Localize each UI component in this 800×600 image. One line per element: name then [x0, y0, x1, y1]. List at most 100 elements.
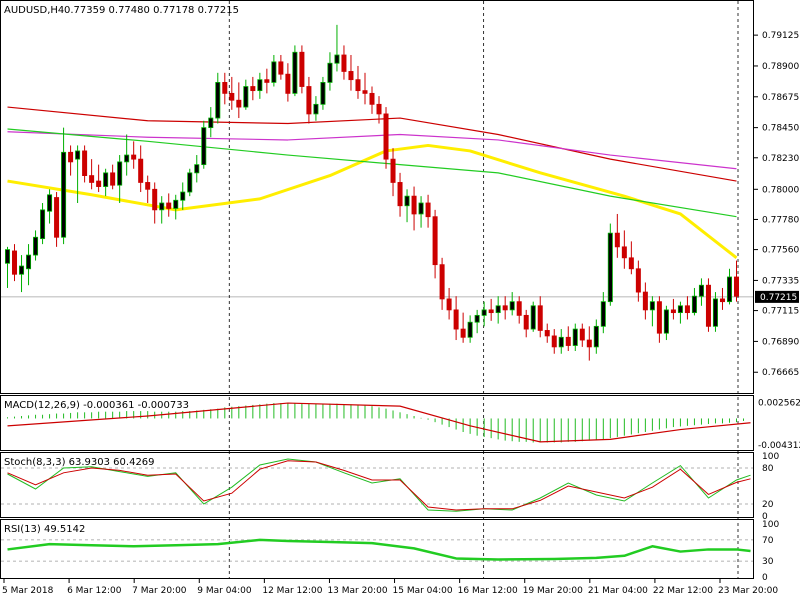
- price-tick-label: 0.77560: [762, 246, 799, 256]
- bull-candle: [663, 309, 669, 334]
- ma-red-line: [7, 106, 737, 182]
- bear-candle: [278, 61, 284, 75]
- moving-averages: [7, 106, 738, 259]
- bull-candle: [187, 172, 193, 193]
- bear-candle: [236, 99, 242, 108]
- time-tick-label: 7 Mar 20:00: [132, 586, 187, 596]
- bear-candle: [432, 216, 438, 266]
- bull-candle: [257, 79, 263, 92]
- bull-candle: [26, 254, 32, 270]
- bear-candle: [488, 309, 494, 314]
- bear-candle: [719, 298, 725, 303]
- bear-candle: [110, 172, 116, 186]
- bear-candle: [523, 314, 529, 330]
- stoch-d-line: [7, 460, 751, 511]
- bull-candle: [47, 194, 53, 212]
- bull-candle: [19, 265, 25, 275]
- bull-candle: [201, 127, 207, 166]
- price-tick-label: 0.77780: [762, 215, 799, 225]
- macd-panel-frame: [0, 395, 754, 451]
- bull-candle: [467, 321, 473, 338]
- bear-candle: [628, 257, 634, 270]
- bull-candle: [572, 328, 578, 346]
- bull-candle: [481, 309, 487, 316]
- current-price-box: [755, 290, 799, 303]
- bear-candle: [89, 175, 95, 183]
- bull-candle: [117, 161, 123, 186]
- bear-candle: [264, 79, 270, 83]
- bull-candle: [327, 62, 333, 83]
- bear-candle: [733, 276, 739, 297]
- bear-candle: [355, 79, 361, 92]
- bear-candle: [397, 182, 403, 207]
- bear-candle: [516, 301, 522, 316]
- bull-candle: [418, 202, 424, 215]
- stoch-k-line: [7, 458, 751, 512]
- bull-candle: [194, 164, 200, 174]
- bull-candle: [33, 236, 39, 256]
- stoch-tick-label: 80: [762, 464, 774, 474]
- rsi-tick-label: 70: [762, 536, 774, 546]
- bull-candle: [530, 305, 536, 330]
- bull-candle: [509, 301, 515, 311]
- time-tick-label: 21 Mar 04:00: [588, 586, 648, 596]
- bear-candle: [621, 246, 627, 259]
- bear-candle: [383, 113, 389, 160]
- price-tick-label: 0.78000: [762, 185, 799, 195]
- bear-candle: [341, 54, 347, 72]
- bull-candle: [474, 314, 480, 323]
- bear-candle: [586, 339, 592, 348]
- bull-candle: [173, 199, 179, 209]
- time-tick-label: 15 Mar 04:00: [393, 586, 453, 596]
- rsi-label: RSI(13) 49.5142: [4, 524, 85, 535]
- bull-candle: [75, 150, 81, 160]
- bear-candle: [544, 330, 550, 337]
- bear-candle: [551, 335, 557, 348]
- bear-candle: [656, 301, 662, 334]
- bear-candle: [565, 336, 571, 346]
- bear-candle: [425, 202, 431, 218]
- price-tick-label: 0.77335: [762, 276, 799, 286]
- time-tick-label: 22 Mar 12:00: [653, 586, 713, 596]
- bear-candle: [642, 291, 648, 311]
- stoch-label: Stoch(8,3,3) 63.9303 60.4269: [4, 457, 155, 468]
- bear-candle: [166, 202, 172, 209]
- bear-candle: [12, 250, 18, 275]
- ohlc-header: 0.77359 0.77480 0.77178 0.77215: [64, 5, 239, 16]
- bear-candle: [306, 86, 312, 115]
- bear-candle: [229, 92, 235, 101]
- rsi-tick-label: 100: [762, 520, 779, 530]
- time-tick-label: 16 Mar 12:00: [458, 586, 518, 596]
- time-tick-label: 5 Mar 2018: [2, 586, 54, 596]
- bear-candle: [348, 71, 354, 81]
- bear-candle: [138, 158, 144, 183]
- bear-candle: [460, 328, 466, 338]
- bear-candle: [439, 264, 445, 300]
- bull-candle: [208, 117, 214, 129]
- symbol-header: AUDUSD,H4: [4, 5, 64, 16]
- time-tick-label: 23 Mar 20:00: [718, 586, 778, 596]
- candles: [5, 24, 739, 361]
- bull-candle: [292, 51, 298, 94]
- rsi-tick-label: 30: [762, 557, 774, 567]
- bull-candle: [180, 191, 186, 201]
- bull-candle: [40, 209, 46, 240]
- bear-candle: [635, 268, 641, 293]
- bear-candle: [390, 158, 396, 183]
- bull-candle: [61, 151, 67, 238]
- bear-candle: [285, 73, 291, 94]
- bear-candle: [250, 86, 256, 92]
- bull-candle: [726, 276, 732, 303]
- bull-candle: [124, 154, 130, 163]
- bear-candle: [502, 305, 508, 311]
- bear-candle: [453, 309, 459, 330]
- bear-candle: [96, 180, 102, 187]
- price-tick-label: 0.78230: [762, 154, 799, 164]
- price-tick-label: 0.77115: [762, 307, 799, 317]
- bull-candle: [495, 305, 501, 314]
- stoch-tick-label: 0: [762, 512, 768, 522]
- bear-candle: [131, 154, 137, 160]
- ma-green-line: [7, 128, 737, 218]
- bull-candle: [649, 301, 655, 311]
- axes: 0.79125 0.78900 0.78675 0.78450 0.78230 0.780…: [2, 31, 800, 596]
